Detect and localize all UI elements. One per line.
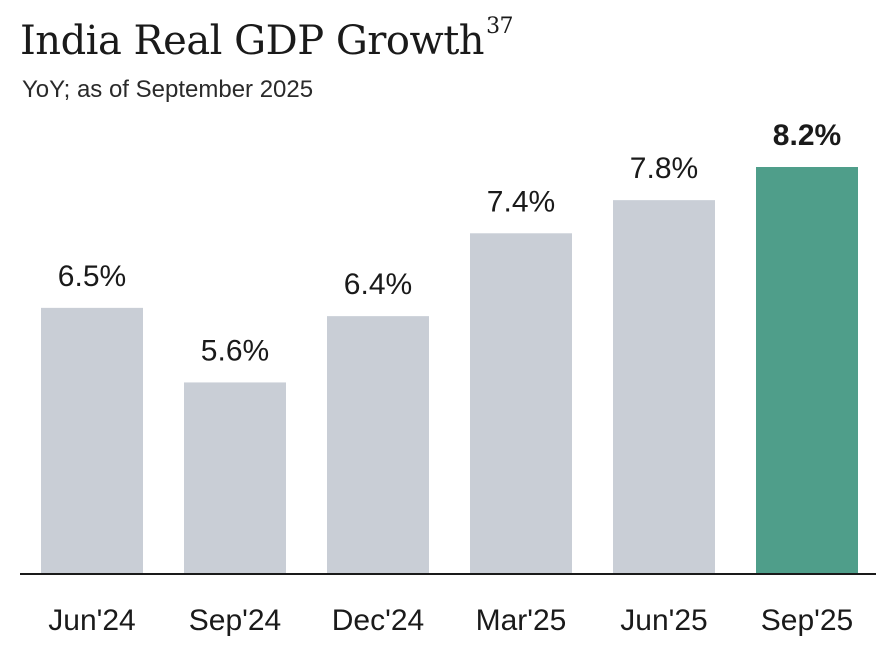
bar-2	[327, 316, 429, 573]
bar-5	[756, 167, 858, 573]
value-label-0: 6.5%	[58, 260, 126, 293]
x-tick-label-3: Mar'25	[476, 604, 567, 637]
title-footnote: 37	[486, 14, 514, 39]
x-tick-label-5: Sep'25	[761, 604, 853, 637]
x-tick-label-0: Jun'24	[48, 604, 135, 637]
x-tick-labels-group: Jun'24 Sep'24 Dec'24 Mar'25 Jun'25 Sep'25	[48, 604, 853, 637]
chart-title-text: India Real GDP Growth	[20, 18, 485, 64]
value-label-3: 7.4%	[487, 185, 555, 218]
x-tick-label-2: Dec'24	[332, 604, 424, 637]
bar-0	[41, 307, 143, 573]
value-label-1: 5.6%	[201, 334, 269, 367]
value-labels-group: 6.5% 5.6% 6.4% 7.4% 7.8% 8.2%	[58, 119, 841, 367]
value-label-2: 6.4%	[344, 268, 412, 301]
x-tick-label-1: Sep'24	[189, 604, 281, 637]
x-tick-label-4: Jun'25	[620, 604, 707, 637]
bars-group	[41, 167, 858, 574]
chart-subtitle: YoY; as of September 2025	[22, 76, 314, 103]
value-label-5: 8.2%	[773, 119, 841, 152]
bar-4	[613, 200, 715, 573]
chart-title: India Real GDP Growth37	[20, 14, 514, 64]
value-label-4: 7.8%	[630, 152, 698, 185]
bar-3	[470, 233, 572, 574]
bar-1	[184, 382, 286, 573]
